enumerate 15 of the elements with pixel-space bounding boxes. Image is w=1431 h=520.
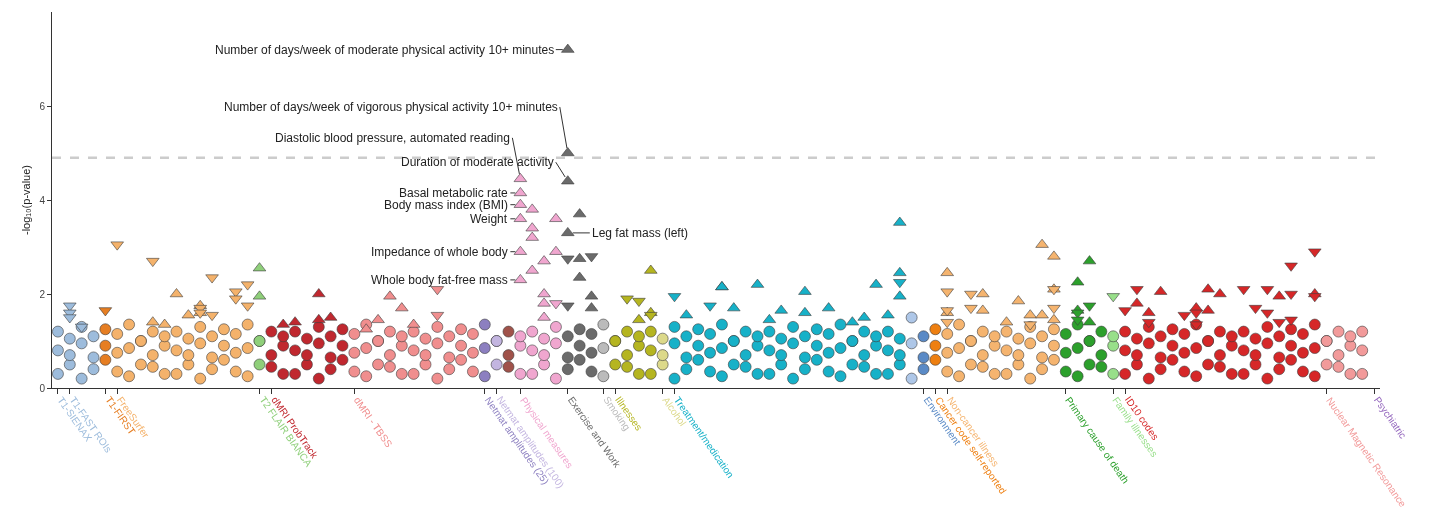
annotation: Basal metabolic rate bbox=[399, 186, 509, 200]
y-tick-label: 6 bbox=[39, 100, 46, 112]
y-tick-label: 4 bbox=[39, 194, 46, 206]
y-tick-label: 2 bbox=[39, 288, 46, 300]
annotation: Number of days/week of vigorous physical activity 10+ minutes bbox=[224, 100, 558, 114]
annotation: Number of days/week of moderate physical activity 10+ minutes bbox=[215, 43, 555, 57]
annotation: Leg fat mass (left) bbox=[592, 226, 689, 240]
y-tick-label: 0 bbox=[39, 382, 46, 394]
annotation: Whole body fat-free mass bbox=[371, 273, 508, 287]
annotation: Weight bbox=[470, 212, 508, 226]
annotation: Impedance of whole body bbox=[371, 245, 508, 259]
annotation: Body mass index (BMI) bbox=[384, 198, 509, 212]
y-axis-title: -log₁₀(p-value) bbox=[20, 164, 33, 236]
annotation: Duration of moderate activity bbox=[401, 155, 554, 169]
annotation: Diastolic blood pressure, automated reading bbox=[275, 131, 510, 145]
